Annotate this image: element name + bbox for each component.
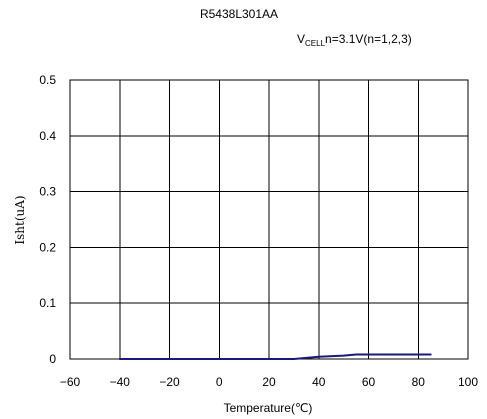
x-axis-label: Temperature(℃) (224, 401, 313, 415)
x-tick-label: 60 (362, 375, 376, 389)
y-tick-labels: 0 0.1 0.2 0.3 0.4 0.5 (39, 73, 56, 366)
y-axis-label: Isht(uA) (13, 195, 27, 244)
condition-subscript: CELL (305, 39, 326, 48)
y-tick-label: 0 (49, 352, 56, 366)
condition-prefix: V (297, 32, 305, 46)
test-condition: VCELLn=3.1V(n=1,2,3) (297, 32, 412, 48)
x-tick-label: 20 (262, 375, 276, 389)
x-tick-label: 100 (458, 375, 478, 389)
series-line-0 (118, 353, 432, 360)
x-tick-label: 40 (312, 375, 326, 389)
y-tick-label: 0.5 (39, 73, 56, 87)
y-tick-label: 0.3 (39, 185, 56, 199)
x-tick-label: 80 (412, 375, 426, 389)
x-tick-labels: −60 −40 −20 0 20 40 60 80 100 (60, 375, 479, 389)
x-tick-label: −40 (110, 375, 131, 389)
y-tick-label: 0.1 (39, 296, 56, 310)
grid (69, 79, 469, 360)
x-tick-label: −20 (159, 375, 180, 389)
condition-suffix: n=3.1V(n=1,2,3) (325, 32, 412, 46)
y-tick-label: 0.4 (39, 129, 56, 143)
y-tick-label: 0.2 (39, 240, 56, 254)
x-tick-label: −60 (60, 375, 81, 389)
series-layer (118, 353, 432, 360)
x-tick-label: 0 (216, 375, 223, 389)
chart-title: R5438L301AA (200, 7, 278, 21)
